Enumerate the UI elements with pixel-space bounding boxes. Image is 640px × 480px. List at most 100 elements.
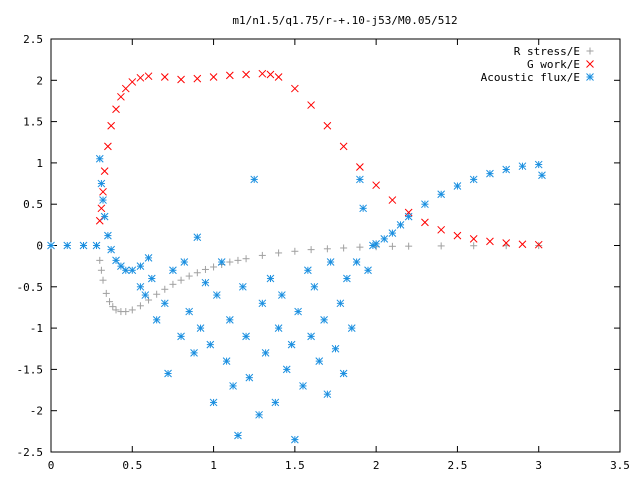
data-point xyxy=(388,196,397,204)
data-point xyxy=(234,431,242,440)
data-point xyxy=(294,307,302,316)
data-point xyxy=(405,242,413,250)
data-point xyxy=(250,175,259,184)
legend-marker xyxy=(586,73,594,81)
data-point xyxy=(104,231,112,240)
data-point xyxy=(315,357,324,365)
data-point xyxy=(128,78,137,86)
data-point xyxy=(437,225,446,234)
data-point xyxy=(136,282,145,291)
data-point xyxy=(190,349,198,357)
data-point xyxy=(112,256,120,265)
data-point xyxy=(117,262,125,271)
data-point xyxy=(242,332,250,341)
x-tick-label: 1 xyxy=(210,459,217,472)
legend-label: G work/E xyxy=(527,58,580,71)
data-point xyxy=(291,435,299,444)
data-point xyxy=(275,249,283,257)
data-point xyxy=(96,256,104,264)
data-point xyxy=(323,390,332,399)
data-point xyxy=(122,308,130,316)
data-point xyxy=(152,315,161,324)
data-point xyxy=(258,299,267,308)
data-point xyxy=(99,196,107,204)
data-point xyxy=(47,241,55,250)
data-point xyxy=(356,175,364,184)
data-point xyxy=(206,340,215,349)
series-1 xyxy=(96,242,543,316)
data-point xyxy=(209,73,218,81)
data-point xyxy=(99,187,107,196)
data-point xyxy=(469,235,478,243)
legend-marker xyxy=(586,60,594,68)
data-point xyxy=(144,254,153,262)
data-point xyxy=(177,332,185,341)
data-point xyxy=(222,357,231,365)
data-point xyxy=(299,382,307,390)
data-point xyxy=(356,163,364,171)
data-point xyxy=(196,324,205,332)
data-point xyxy=(364,266,372,275)
data-point xyxy=(261,349,270,357)
legend-marker xyxy=(586,47,594,55)
data-point xyxy=(107,121,116,130)
data-point xyxy=(112,105,120,114)
data-point xyxy=(258,69,267,78)
x-tick-label: 3.5 xyxy=(610,459,630,472)
data-point xyxy=(209,398,218,407)
chart-title: m1/n1.5/q1.75/r-+.10-j53/M0.05/512 xyxy=(232,14,457,27)
data-point xyxy=(136,302,144,310)
data-point xyxy=(404,212,413,221)
data-point xyxy=(255,410,263,419)
y-tick-label: 1.5 xyxy=(23,116,43,129)
axis-ticks: 0 0.5 1 1.5 2 2.5 3 3.5 2.5 2 1.5 1 0.5 0 -0.5 -1 -1.5 -2… xyxy=(17,33,630,472)
data-point xyxy=(291,84,299,93)
data-point xyxy=(469,175,478,184)
data-point xyxy=(437,190,446,199)
data-point xyxy=(102,289,110,297)
legend-label: Acoustic flux/E xyxy=(481,71,580,84)
data-point xyxy=(372,181,380,190)
data-point xyxy=(153,290,161,298)
data-point xyxy=(169,280,177,288)
data-point xyxy=(369,241,377,250)
data-point xyxy=(185,272,193,280)
series-2 xyxy=(95,69,543,249)
data-point xyxy=(180,258,189,266)
data-point xyxy=(107,245,116,254)
data-point xyxy=(271,398,280,407)
data-point xyxy=(121,266,130,275)
data-point xyxy=(518,240,527,249)
data-point xyxy=(210,263,218,271)
data-point xyxy=(352,258,361,266)
data-point xyxy=(343,274,351,283)
data-point xyxy=(97,204,106,213)
data-point xyxy=(95,154,104,163)
data-point xyxy=(287,340,296,349)
data-point xyxy=(336,299,345,308)
data-point xyxy=(160,299,169,308)
x-tick-label: 3 xyxy=(535,459,542,472)
data-point xyxy=(121,84,130,93)
data-point xyxy=(100,212,109,221)
data-point xyxy=(274,324,283,332)
data-point xyxy=(502,239,511,247)
plot-frame xyxy=(50,38,621,453)
legend-label: R stress/E xyxy=(514,45,580,58)
data-point xyxy=(145,296,153,304)
data-point xyxy=(193,74,202,83)
data-point xyxy=(282,365,291,374)
data-point xyxy=(201,278,210,287)
data-point xyxy=(97,179,106,188)
data-point xyxy=(372,239,380,248)
data-point xyxy=(486,237,494,246)
data-point xyxy=(266,70,275,79)
data-point xyxy=(258,251,266,259)
data-point xyxy=(79,241,88,250)
y-tick-label: 2.5 xyxy=(23,33,43,46)
data-point xyxy=(245,373,254,382)
data-point xyxy=(421,218,429,227)
data-point xyxy=(95,216,104,225)
